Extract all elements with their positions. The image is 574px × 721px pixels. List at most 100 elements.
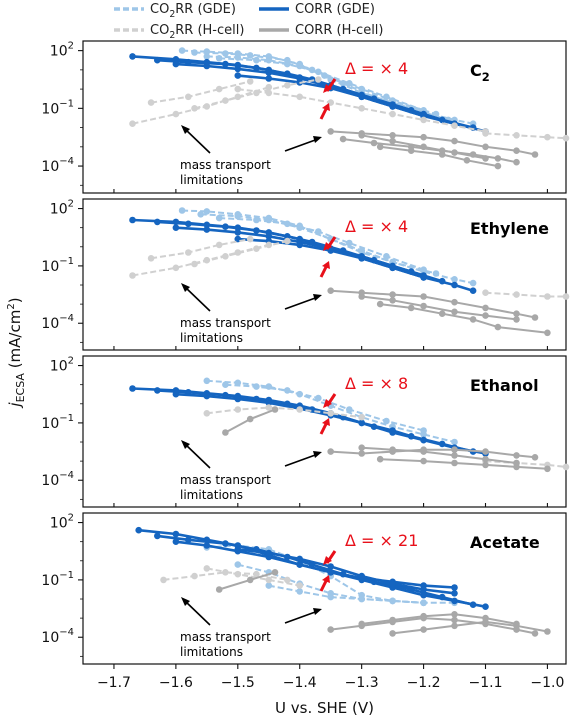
data-point-0-12-2 (544, 133, 551, 141)
data-point-1-0-0 (178, 207, 186, 214)
data-point-3-1-0 (234, 561, 242, 568)
data-point-0-3-2 (284, 60, 291, 68)
data-point-2-9-4 (482, 455, 489, 463)
data-point-1-13-1 (407, 304, 415, 312)
data-point-1-11-2 (389, 291, 396, 298)
data-point-3-11-2 (420, 612, 427, 620)
red-arrowhead-bottom-1 (322, 261, 330, 269)
data-point-3-3-0 (135, 526, 142, 534)
delta-label-1: Δ = × 4 (345, 217, 408, 236)
data-point-1-3-0 (129, 216, 136, 224)
data-point-3-6-5 (389, 580, 396, 587)
data-point-1-10-0 (482, 289, 489, 297)
data-point-1-0-10 (469, 279, 477, 287)
data-point-1-11-3 (420, 293, 427, 300)
data-point-1-9-3 (284, 237, 291, 245)
data-point-3-9-0 (215, 586, 223, 593)
data-point-2-3-0 (154, 387, 161, 394)
data-point-1-4-0 (154, 218, 161, 226)
data-point-2-8-0 (327, 448, 335, 455)
data-point-1-1-0 (197, 211, 204, 218)
data-point-1-6-3 (327, 247, 335, 254)
data-point-2-1-1 (253, 383, 260, 390)
panel-title-3: Acetate (470, 533, 540, 552)
data-point-1-6-4 (358, 254, 366, 262)
data-point-1-11-7 (531, 314, 539, 321)
data-point-1-4-4 (284, 233, 291, 240)
data-point-0-7-0 (234, 72, 242, 79)
data-point-1-2-3 (315, 228, 322, 235)
data-point-0-2-0 (203, 53, 211, 60)
red-arrowhead-bottom-2 (322, 418, 330, 426)
data-point-0-8-4 (265, 83, 273, 91)
black-arrowhead-right-2 (313, 451, 322, 458)
data-point-1-5-3 (265, 233, 273, 240)
data-point-3-12-5 (544, 628, 551, 635)
y-tick-label-2-1: 10−1 (41, 413, 74, 432)
data-point-2-8-7 (531, 454, 539, 461)
data-point-3-12-0 (389, 630, 396, 637)
data-point-3-6-6 (420, 586, 427, 593)
data-point-0-1-0 (191, 49, 198, 56)
data-point-0-14-5 (494, 155, 502, 162)
data-point-1-0-1 (203, 208, 211, 215)
data-point-0-11-2 (296, 93, 304, 101)
data-point-0-10-1 (222, 97, 229, 104)
data-point-2-7-0 (222, 429, 229, 436)
x-tick-label-4: −1.3 (345, 675, 379, 691)
y-tick-label-1-0: 102 (50, 199, 74, 218)
legend-label-1: CORR (GDE) (295, 2, 375, 17)
data-point-1-8-2 (215, 241, 223, 249)
data-point-0-7-1 (265, 75, 273, 82)
panel-frame-3 (82, 512, 567, 665)
data-point-3-11-1 (389, 616, 396, 624)
data-point-2-10-3 (482, 461, 489, 469)
data-point-0-10-4 (315, 76, 322, 83)
data-point-1-12-0 (358, 293, 366, 300)
data-point-2-5-1 (234, 406, 242, 413)
series-line-0-2 (206, 55, 437, 116)
series-line-3-6 (237, 548, 455, 595)
delta-label-2: Δ = × 8 (345, 374, 408, 393)
data-point-1-11-6 (513, 310, 520, 318)
data-point-1-2-0 (215, 214, 223, 222)
panel-frame-1 (82, 198, 567, 351)
data-point-3-8-1 (234, 570, 242, 578)
data-point-3-2-4 (389, 597, 396, 605)
data-point-0-15-0 (358, 132, 366, 139)
data-point-3-7-3 (253, 570, 260, 578)
data-point-1-12-5 (513, 316, 520, 323)
data-point-2-5-0 (203, 410, 211, 417)
x-tick-label-5: −1.2 (407, 675, 441, 691)
data-point-3-3-10 (451, 584, 458, 591)
series-line-3-10 (330, 617, 536, 635)
series-line-2-8 (330, 448, 536, 459)
data-point-0-13-2 (389, 132, 396, 139)
black-arrowhead-right-3 (313, 608, 322, 615)
data-point-3-5-4 (296, 561, 304, 568)
data-point-3-6-3 (327, 563, 335, 570)
data-point-1-2-1 (253, 216, 260, 224)
series-line-0-6 (175, 62, 455, 125)
data-point-2-8-6 (513, 452, 520, 459)
data-point-2-9-1 (389, 446, 396, 454)
data-point-0-12-1 (513, 132, 520, 139)
black-arrow-right-1 (284, 296, 319, 310)
data-point-0-11-6 (420, 116, 427, 124)
red-arrowhead-top-0 (323, 84, 332, 93)
data-point-1-8-0 (147, 254, 155, 262)
data-point-0-9-1 (185, 93, 192, 101)
series-line-2-5 (206, 406, 362, 419)
data-point-0-9-3 (246, 78, 254, 85)
data-point-1-7-3 (234, 249, 242, 256)
data-point-1-10-3 (562, 293, 570, 300)
data-point-2-7-1 (246, 415, 254, 423)
data-point-3-2-1 (296, 588, 304, 595)
data-point-0-15-1 (389, 137, 396, 145)
data-point-1-5-1 (203, 226, 211, 233)
data-point-0-10-0 (191, 105, 198, 112)
x-tick-label-7: −1.0 (530, 675, 564, 691)
data-point-1-3-10 (451, 281, 458, 289)
data-point-0-16-2 (438, 151, 446, 158)
series-line-1-11 (330, 289, 536, 319)
